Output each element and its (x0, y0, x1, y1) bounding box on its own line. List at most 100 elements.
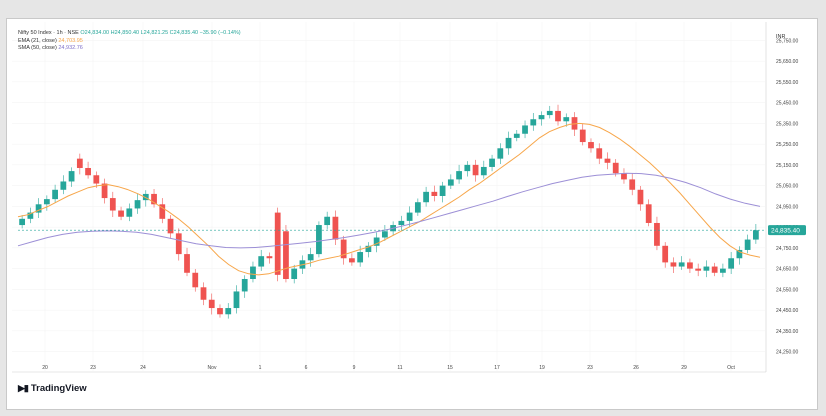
candle-body (522, 125, 528, 134)
price-tag-label: 24,835.40 (771, 227, 800, 234)
ema-label: EMA (21, close) (18, 37, 57, 44)
symbol-title: Nifty 50 Index · 1h · NSE (18, 30, 79, 36)
candle-body (233, 291, 240, 309)
candle-body (538, 115, 545, 120)
x-tick-label: 24 (140, 365, 146, 371)
candle-body (687, 262, 693, 269)
x-tick-label: Oct (727, 365, 735, 371)
ohlc-values: O24,834.00 H24,850.40 L24,821.25 C24,835… (80, 30, 241, 36)
x-tick-label: 11 (397, 365, 402, 371)
candle-body (695, 268, 702, 271)
candle-body (357, 252, 364, 263)
x-tick-label: 23 (587, 365, 593, 371)
candle-body (365, 245, 372, 253)
candle-body (489, 158, 495, 167)
candle-body (497, 148, 504, 159)
candle-body (678, 262, 685, 267)
y-tick-label: 24,350.00 (776, 329, 798, 335)
candle-body (151, 193, 157, 205)
y-tick-label: 25,150.00 (776, 163, 798, 169)
x-tick-label: 29 (681, 365, 687, 371)
candle-body (555, 110, 561, 122)
candle-body (621, 173, 627, 180)
candle-body (27, 212, 34, 219)
candle-body (571, 117, 578, 130)
candle-body (736, 249, 743, 259)
candle-body (35, 204, 42, 213)
sma-value: 24,932.76 (58, 45, 83, 51)
tradingview-logo[interactable]: ▶▮ TradingView (18, 383, 87, 394)
candle-body (52, 189, 58, 200)
candle-body (258, 256, 265, 267)
candle-body (579, 129, 586, 143)
x-axis: 20 23 24 Nov 1 6 9 11 15 17 19 23 26 29 Oct (42, 365, 735, 371)
candle-body (307, 254, 314, 261)
candle-body (588, 142, 594, 149)
candle-body (208, 299, 215, 309)
candle-body (85, 167, 91, 176)
candle-body (316, 225, 322, 255)
currency-label: INR (776, 34, 786, 40)
candle-body (373, 237, 380, 246)
candle-body (654, 222, 660, 246)
candle-body (604, 158, 611, 163)
chart-legend: Nifty 50 Index · 1h · NSE O24,834.00 H24… (18, 30, 241, 53)
sma-label: SMA (50, close) (18, 45, 57, 51)
x-tick-label: 26 (633, 365, 639, 371)
x-tick-label: 19 (539, 365, 545, 371)
y-tick-label: 25,550.00 (776, 80, 798, 86)
candle-body (464, 164, 471, 172)
candle-body (447, 179, 454, 186)
candle-body (184, 254, 190, 273)
candle-body (225, 308, 232, 315)
x-tick-label: 17 (494, 365, 500, 371)
candle-body (381, 231, 388, 238)
legend-sma-row[interactable]: SMA (50, close) 24,932.76 (18, 45, 241, 53)
candle-body (126, 208, 133, 217)
price-tag (768, 225, 806, 236)
candle-body (76, 158, 83, 168)
candle-body (637, 189, 644, 205)
y-tick-label: 25,050.00 (776, 184, 798, 190)
y-tick-label: 24,650.00 (776, 267, 798, 273)
y-tick-label: 24,450.00 (776, 308, 798, 314)
candle-body (332, 216, 339, 240)
ema-line (17, 122, 761, 276)
candle-body (744, 239, 751, 250)
candle-body (291, 268, 298, 279)
grid (12, 22, 767, 373)
y-tick-label: 25,450.00 (776, 101, 798, 107)
candle-body (472, 164, 479, 176)
candle-body (60, 181, 67, 190)
candle-body (414, 202, 421, 213)
x-tick-label: 6 (305, 365, 308, 371)
y-tick-label: 24,750.00 (776, 246, 798, 252)
candle-body (398, 220, 405, 226)
candle-body (109, 198, 116, 211)
y-tick-label: 25,650.00 (776, 59, 798, 65)
candle-body (596, 148, 603, 159)
x-tick-label: 15 (447, 365, 453, 371)
y-tick-label: 24,950.00 (776, 204, 798, 210)
candle-body (456, 171, 462, 180)
candle-body (175, 233, 182, 255)
legend-ema-row[interactable]: EMA (21, close) 24,703.95 (18, 38, 241, 46)
x-tick-label: Nov (208, 365, 217, 371)
x-tick-label: 9 (353, 365, 356, 371)
sma-line (17, 172, 761, 249)
candle-body (439, 185, 446, 196)
y-tick-label: 25,250.00 (776, 142, 798, 148)
candle-body (612, 162, 619, 174)
candle-body (530, 119, 537, 126)
candle-body (752, 230, 759, 240)
candle-body (349, 258, 355, 263)
candle-body (423, 191, 429, 203)
candle-body (93, 175, 100, 184)
candle-body (217, 308, 223, 315)
ema-value: 24,703.95 (58, 37, 83, 44)
candle-body (728, 258, 735, 269)
candle-body (406, 212, 413, 221)
candle-body (662, 245, 669, 263)
tv-logo-icon: ▶▮ (18, 383, 29, 393)
